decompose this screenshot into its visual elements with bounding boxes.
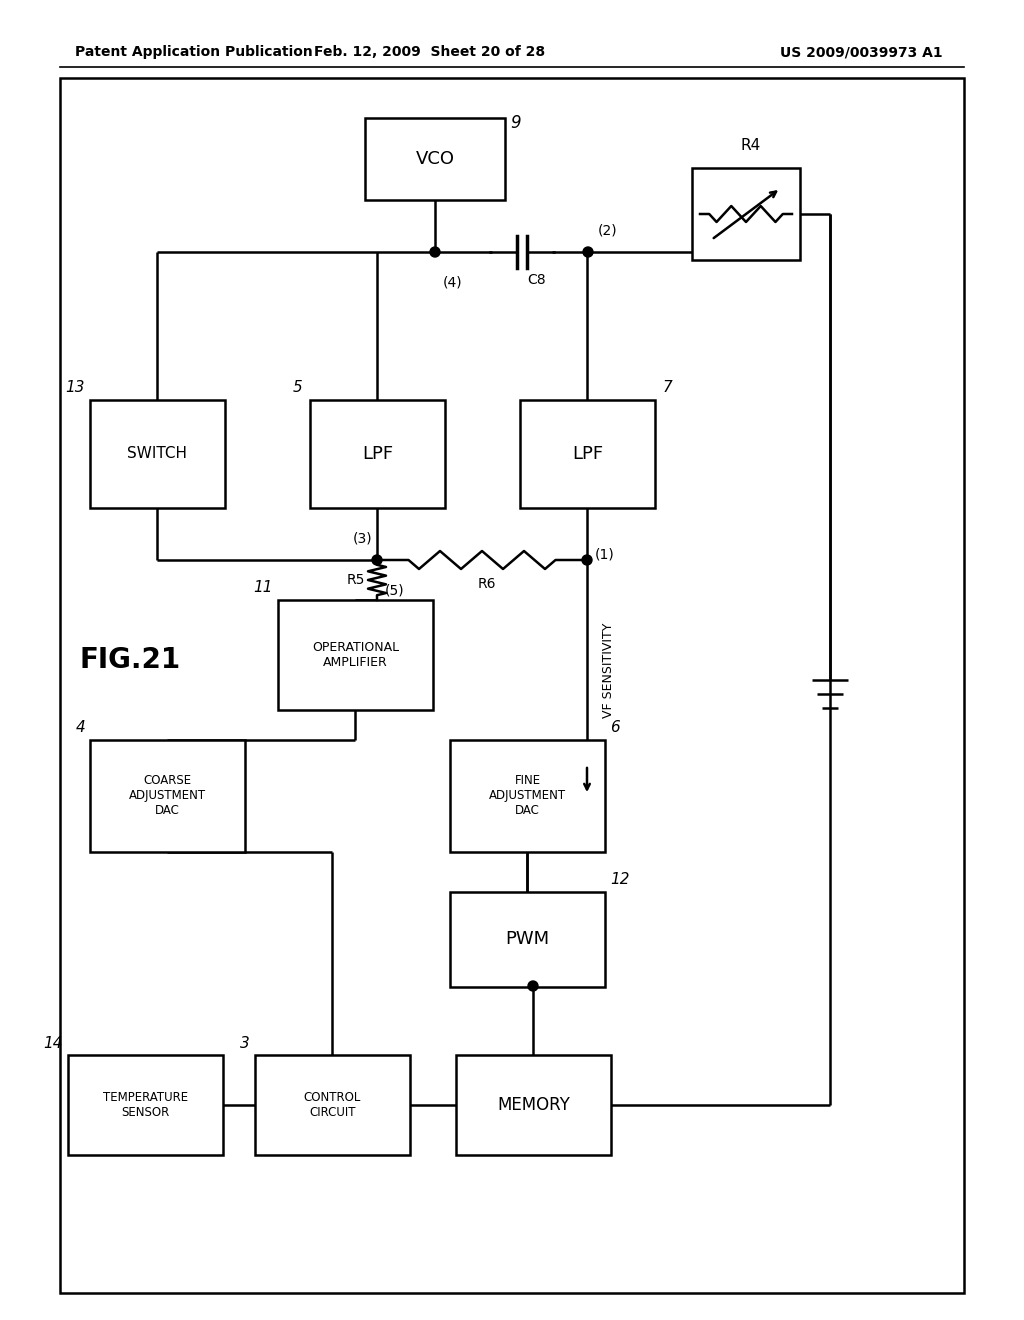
Text: TEMPERATURE
SENSOR: TEMPERATURE SENSOR [103,1092,188,1119]
Bar [90,741,245,851]
Circle shape [582,554,592,565]
Bar [255,1055,410,1155]
Text: (2): (2) [598,223,617,238]
Text: Feb. 12, 2009  Sheet 20 of 28: Feb. 12, 2009 Sheet 20 of 28 [314,45,546,59]
Circle shape [583,247,593,257]
Bar [692,168,800,260]
Text: VCO: VCO [416,150,455,168]
Text: OPERATIONAL
AMPLIFIER: OPERATIONAL AMPLIFIER [312,642,399,669]
Bar [450,741,605,851]
Text: MEMORY: MEMORY [497,1096,570,1114]
Text: (4): (4) [443,275,463,289]
Circle shape [430,247,440,257]
Text: 7: 7 [663,380,673,396]
Bar [310,400,445,508]
Text: 6: 6 [610,721,620,735]
Bar [456,1055,611,1155]
Text: SWITCH: SWITCH [128,446,187,462]
Text: FINE
ADJUSTMENT
DAC: FINE ADJUSTMENT DAC [488,775,566,817]
Text: C8: C8 [527,273,546,286]
Text: 11: 11 [254,581,273,595]
Bar [90,400,225,508]
Bar [60,78,964,1294]
Text: R5: R5 [347,573,365,587]
Text: Patent Application Publication: Patent Application Publication [75,45,312,59]
Circle shape [372,554,382,565]
Text: PWM: PWM [506,931,550,949]
Bar [278,601,433,710]
Text: R6: R6 [478,577,497,591]
Text: LPF: LPF [361,445,393,463]
Text: CONTROL
CIRCUIT: CONTROL CIRCUIT [304,1092,361,1119]
Text: LPF: LPF [572,445,603,463]
Text: 14: 14 [43,1035,63,1051]
Text: (3): (3) [352,531,372,545]
Text: (5): (5) [385,583,404,597]
Text: 13: 13 [66,380,85,396]
Text: US 2009/0039973 A1: US 2009/0039973 A1 [780,45,943,59]
Text: (1): (1) [595,548,614,562]
Text: R4: R4 [741,139,761,153]
Bar [520,400,655,508]
Text: VF SENSITIVITY: VF SENSITIVITY [602,622,615,718]
Text: 4: 4 [75,721,85,735]
Text: 3: 3 [241,1035,250,1051]
Bar [450,892,605,987]
Text: 9: 9 [510,114,520,132]
Bar [68,1055,223,1155]
Text: FIG.21: FIG.21 [80,645,180,675]
Text: COARSE
ADJUSTMENT
DAC: COARSE ADJUSTMENT DAC [129,775,206,817]
Text: 12: 12 [610,873,630,887]
Text: 5: 5 [292,380,302,396]
Circle shape [528,981,538,991]
Bar [365,117,505,201]
